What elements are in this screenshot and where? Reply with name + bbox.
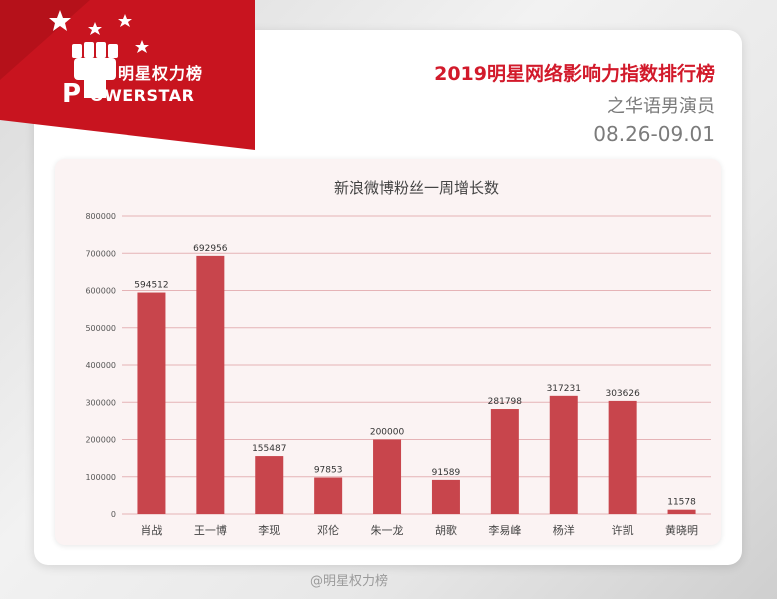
star-icon xyxy=(88,22,102,35)
bar xyxy=(490,409,519,514)
date-range: 08.26-09.01 xyxy=(593,122,715,146)
data-label: 155487 xyxy=(252,444,286,454)
y-tick-label: 600000 xyxy=(85,287,116,296)
x-tick-label: 胡歌 xyxy=(435,523,457,537)
y-tick-label: 800000 xyxy=(85,212,116,221)
data-label: 594512 xyxy=(134,281,168,291)
data-label: 91589 xyxy=(432,468,461,478)
bar xyxy=(431,479,460,514)
chart-title: 新浪微博粉丝一周增长数 xyxy=(334,179,499,197)
banner-shape xyxy=(0,0,255,150)
bar xyxy=(549,395,578,514)
chart-panel: 新浪微博粉丝一周增长数 0 100000 200000 300000 400000 5000… xyxy=(55,159,721,545)
bar-chart: 新浪微博粉丝一周增长数 0 100000 200000 300000 400000 5000… xyxy=(85,179,711,537)
y-tick-label: 0 xyxy=(111,510,116,519)
bar xyxy=(196,255,225,514)
brand-banner: P xyxy=(0,0,255,150)
data-label: 317231 xyxy=(547,384,581,394)
brand-name-en: OWERSTAR xyxy=(90,86,195,105)
fist-logo-icon: P xyxy=(62,42,118,109)
x-tick-label: 肖战 xyxy=(140,523,162,537)
star-icon xyxy=(135,40,149,53)
weibo-watermark: @明星权力榜 xyxy=(310,574,389,589)
y-tick-label: 500000 xyxy=(85,324,116,333)
y-tick-label: 700000 xyxy=(85,249,116,258)
x-tick-label: 杨洋 xyxy=(553,523,575,537)
x-tick-label: 王一博 xyxy=(194,524,227,537)
star-icon xyxy=(118,14,132,27)
y-tick-label: 300000 xyxy=(85,398,116,407)
star-icon xyxy=(49,10,71,31)
data-label: 692956 xyxy=(193,244,228,254)
x-tick-label: 朱一龙 xyxy=(371,524,404,537)
y-tick-label: 200000 xyxy=(85,436,116,445)
data-label: 281798 xyxy=(488,397,523,407)
x-tick-label: 邓伦 xyxy=(317,523,339,537)
page-title: 2019明星网络影响力指数排行榜 xyxy=(434,63,715,85)
data-label: 200000 xyxy=(370,428,405,438)
bar xyxy=(373,439,402,514)
x-tick-label: 李现 xyxy=(258,523,280,537)
data-label: 11578 xyxy=(667,498,696,508)
svg-text:P: P xyxy=(62,79,81,109)
x-tick-label: 李易峰 xyxy=(488,523,521,537)
bar xyxy=(608,400,637,514)
data-label: 303626 xyxy=(605,389,640,399)
y-tick-label: 400000 xyxy=(85,361,116,370)
bar xyxy=(137,292,166,514)
bar xyxy=(667,509,696,514)
page-subtitle: 之华语男演员 xyxy=(607,96,715,117)
brand-name-cn: 明星权力榜 xyxy=(118,64,204,83)
bar xyxy=(314,477,343,514)
x-tick-label: 黄晓明 xyxy=(665,523,698,537)
y-tick-label: 100000 xyxy=(85,473,116,482)
data-label: 97853 xyxy=(314,466,343,476)
x-tick-label: 许凯 xyxy=(612,524,634,537)
bar xyxy=(255,456,284,514)
